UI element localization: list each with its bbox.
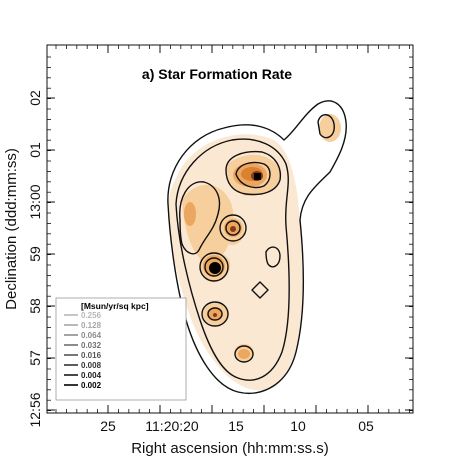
x-axis: 25 11:20:20 15 10 05 xyxy=(55,45,411,434)
legend-label: 0.004 xyxy=(81,371,102,380)
contour-center-inner xyxy=(225,220,241,236)
knot-orange-west xyxy=(184,202,196,226)
core-south xyxy=(209,262,221,274)
y-tick-label: 58 xyxy=(27,298,43,314)
legend-label: 0.256 xyxy=(81,311,102,320)
core-center xyxy=(230,226,236,232)
x-axis-label: Right ascension (hh:mm:ss.s) xyxy=(131,440,329,457)
y-tick-label: 01 xyxy=(27,142,43,158)
y-tick-label: 02 xyxy=(27,90,43,106)
contour-level-4-north xyxy=(235,161,271,189)
legend-title: [Msun/yr/sq kpc] xyxy=(81,301,149,311)
legend-label: 0.128 xyxy=(81,321,102,330)
emission-fill-light xyxy=(182,184,234,266)
contour-center-outer xyxy=(219,214,247,242)
x-tick-label: 11:20:20 xyxy=(145,418,199,434)
contour-level-3-west xyxy=(179,181,221,255)
y-tick-label: 59 xyxy=(27,246,43,262)
contour-south-outer xyxy=(199,252,229,282)
legend-label: 0.064 xyxy=(81,331,102,340)
knot-orange-s xyxy=(238,349,250,359)
legend: [Msun/yr/sq kpc] 0.2560.1280.0640.0320.0… xyxy=(55,297,187,401)
contour-sw-outer xyxy=(201,301,229,327)
y-axis-label: Declination (ddd:mm:ss) xyxy=(3,148,20,310)
x-tick-label: 15 xyxy=(228,418,244,434)
y-axis: 12:56 57 58 59 13:00 01 02 xyxy=(27,56,413,428)
contour-diamond xyxy=(251,281,269,299)
galaxy-map xyxy=(167,100,347,394)
x-tick-label: 10 xyxy=(290,418,306,434)
core-sw xyxy=(213,313,217,317)
contour-outer xyxy=(167,100,347,394)
contour-east-loop xyxy=(265,246,281,268)
contour-level-3-north xyxy=(225,150,282,196)
chart-title: a) Star Formation Rate xyxy=(142,66,292,82)
y-tick-label: 13:00 xyxy=(27,184,43,219)
core-north-peak xyxy=(254,173,261,180)
y-tick-label: 12:56 xyxy=(27,392,43,427)
legend-label: 0.002 xyxy=(81,381,102,390)
legend-label: 0.016 xyxy=(81,351,102,360)
x-tick-label: 05 xyxy=(358,418,374,434)
contour-sw-inner xyxy=(207,307,223,321)
contour-level-2 xyxy=(175,138,290,381)
contour-s xyxy=(234,345,254,363)
emission-fill-pale-ne xyxy=(319,114,341,142)
x-tick-label: 25 xyxy=(100,418,116,434)
contour-south-inner xyxy=(204,257,224,277)
legend-label: 0.008 xyxy=(81,361,102,370)
contour-ne-blob xyxy=(317,114,335,139)
y-tick-label: 57 xyxy=(27,350,43,366)
legend-label: 0.032 xyxy=(81,341,102,350)
